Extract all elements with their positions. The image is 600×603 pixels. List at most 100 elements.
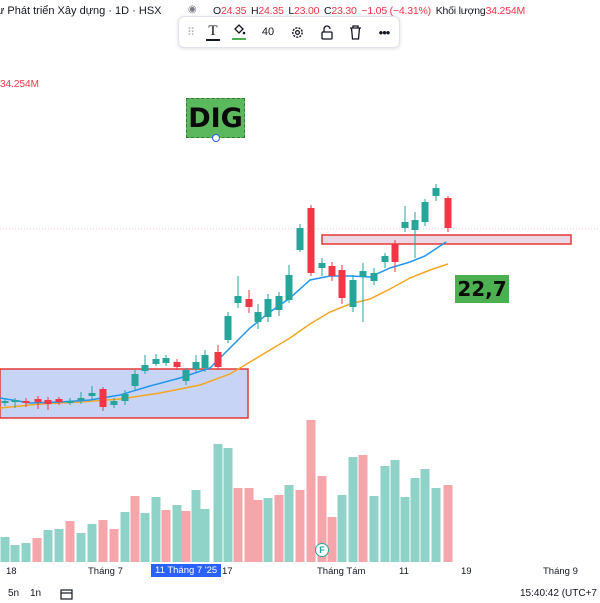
- candlesticks: [1, 184, 452, 411]
- volume-bar: [284, 485, 294, 562]
- interval-5n[interactable]: 5n: [8, 588, 20, 599]
- volume-bar: [337, 495, 347, 562]
- volume-value: 34.254M: [485, 5, 526, 17]
- volume-bar: [10, 545, 20, 562]
- text-label-handle[interactable]: [212, 134, 220, 142]
- candle-body: [22, 401, 30, 403]
- volume-bar: [410, 478, 420, 562]
- candle-body: [192, 362, 200, 369]
- volume-bar: [181, 511, 191, 562]
- ticker-text-label[interactable]: DIG: [186, 98, 245, 138]
- volume-bar: [348, 457, 358, 562]
- text-color-swatch: [206, 38, 220, 41]
- volume-bar: [191, 490, 201, 562]
- time-label: Tháng 7: [88, 566, 123, 577]
- volume-bar: [369, 496, 379, 562]
- volume-bar: [317, 476, 327, 562]
- volume-key: Khối lượng: [435, 5, 486, 17]
- volume-bar: [65, 521, 75, 562]
- time-label: 19: [461, 566, 472, 577]
- candle-body: [401, 222, 409, 228]
- volume-bar: [253, 500, 263, 562]
- unlock-glyph: [321, 24, 333, 40]
- candle-body: [141, 365, 149, 371]
- candle-body: [99, 389, 107, 407]
- paint-bucket-icon[interactable]: [228, 21, 250, 43]
- volume-bar: [233, 488, 243, 562]
- gear-icon[interactable]: [286, 21, 308, 43]
- more-icon[interactable]: •••: [378, 24, 391, 40]
- time-axis[interactable]: 18 Tháng 7 11 Tháng 7 '25 17 Tháng Tám 1…: [0, 563, 600, 579]
- volume-bar: [87, 524, 97, 562]
- candle-body: [11, 400, 19, 402]
- price-text-label[interactable]: 22,7: [455, 275, 509, 303]
- candle-body: [110, 401, 118, 405]
- ohlc-readout: O24.35 H24.35 L23.00 C23.30 −1.05 (−4.31…: [213, 5, 527, 17]
- candle-body: [245, 299, 253, 307]
- volume-bar: [200, 509, 210, 562]
- interval-1n[interactable]: 1n: [30, 588, 42, 599]
- candle-body: [131, 374, 139, 386]
- time-label: 11: [399, 566, 409, 577]
- resistance-zone-box[interactable]: [321, 234, 572, 245]
- open-value: 24.35: [220, 5, 247, 17]
- volume-bar: [420, 469, 430, 562]
- candle-body: [162, 358, 170, 363]
- candle-body: [421, 202, 429, 222]
- time-label: 18: [6, 566, 17, 577]
- volume-bar: [130, 496, 140, 562]
- volume-bar: [213, 444, 223, 562]
- candle-body: [338, 270, 346, 298]
- candle-body: [224, 316, 232, 340]
- candle-body: [370, 273, 378, 281]
- text-icon[interactable]: T: [202, 21, 224, 43]
- volume-bars: [0, 420, 453, 562]
- volume-bar: [400, 497, 410, 562]
- unlock-icon[interactable]: [316, 21, 338, 43]
- font-size-selector[interactable]: 40: [261, 26, 275, 38]
- trash-icon[interactable]: [344, 21, 366, 43]
- volume-bar: [172, 505, 182, 562]
- change-value: −1.05 (−4.31%): [361, 5, 431, 17]
- candle-body: [444, 198, 452, 228]
- candle-body: [349, 280, 357, 307]
- low-value: 23.00: [294, 5, 320, 17]
- candle-body: [234, 296, 242, 303]
- symbol-title: ư Phát triển Xây dựng · 1D · HSX: [0, 5, 162, 17]
- volume-axis-label: 34.254M: [0, 79, 39, 90]
- candle-body: [66, 401, 74, 403]
- time-label: 17: [222, 566, 233, 577]
- candle-body: [173, 362, 181, 367]
- volume-bar: [390, 460, 400, 562]
- candle-body: [275, 296, 283, 310]
- candle-body: [296, 228, 304, 250]
- high-key: H: [250, 5, 259, 17]
- calendar-icon[interactable]: [60, 588, 73, 603]
- volume-bar: [244, 488, 254, 562]
- candle-body: [152, 359, 160, 364]
- candle-body: [121, 394, 129, 401]
- earnings-marker-icon[interactable]: F: [315, 543, 329, 557]
- volume-bar: [120, 512, 130, 562]
- candle-body: [285, 275, 293, 300]
- volume-bar: [140, 513, 150, 562]
- volume-bar: [306, 420, 316, 562]
- candle-body: [264, 299, 272, 317]
- volume-bar: [358, 455, 368, 562]
- candle-body: [359, 271, 367, 277]
- eye-icon[interactable]: ◉: [188, 4, 197, 15]
- candle-body: [318, 263, 326, 268]
- trash-glyph: [349, 24, 361, 40]
- volume-bar: [327, 517, 337, 562]
- low-key: L: [288, 5, 294, 17]
- volume-bar: [151, 497, 161, 562]
- volume-bar: [109, 529, 119, 562]
- drag-icon[interactable]: ⠿: [186, 26, 196, 39]
- candle-body: [44, 400, 52, 404]
- gear-glyph: [291, 26, 303, 38]
- volume-bar: [431, 488, 441, 562]
- text-icon-glyph: T: [208, 22, 218, 39]
- volume-bar: [0, 537, 10, 562]
- candle-body: [381, 256, 389, 262]
